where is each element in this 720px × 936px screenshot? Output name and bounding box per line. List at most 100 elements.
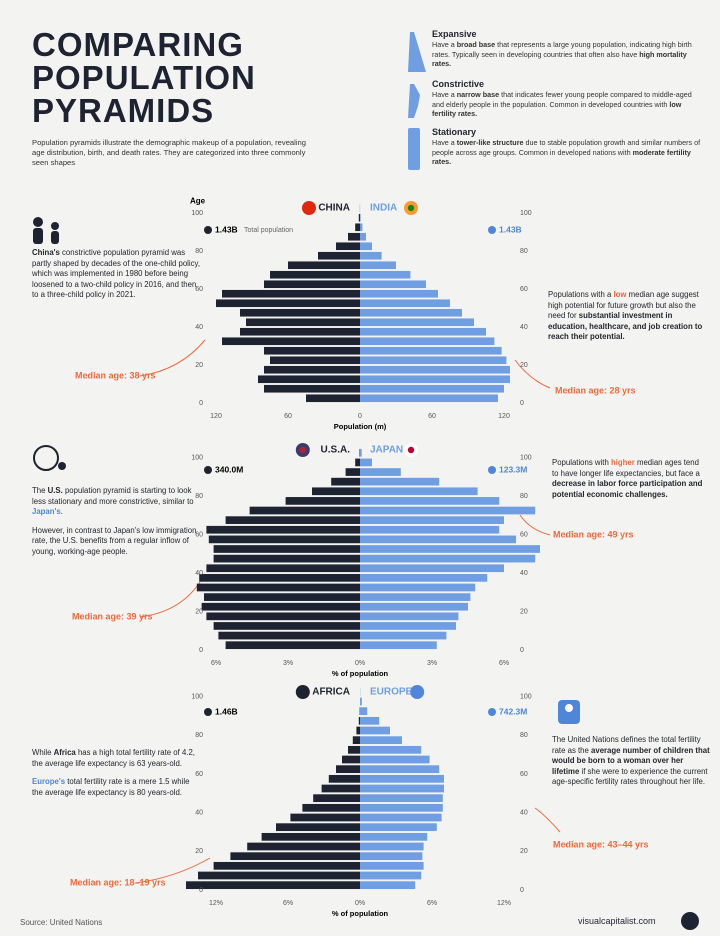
shape-name: Expansive xyxy=(432,29,477,39)
bar xyxy=(360,448,362,457)
y-tick-label: 60 xyxy=(520,531,528,538)
text-run: median age suggest high potential for fu… xyxy=(548,290,699,320)
y-tick-label: 60 xyxy=(195,286,203,293)
note: The United Nations defines the total fer… xyxy=(552,735,710,796)
family-icon xyxy=(51,222,59,230)
x-tick-label: 0% xyxy=(355,660,365,667)
bar xyxy=(213,622,360,630)
text-run: median ages tend to have longer life exp… xyxy=(552,458,700,478)
x-tick-label: 6% xyxy=(427,900,437,907)
text-run: that indicates fewer young people compar… xyxy=(432,90,692,109)
text-run: constrictive population pyramid was part… xyxy=(32,248,201,299)
y-tick-label: 60 xyxy=(520,286,528,293)
person-icon xyxy=(58,462,66,470)
text-run: has a high total fertility rate of 4.2, … xyxy=(32,748,195,768)
shape-entry: Constrictive Have a narrow base that ind… xyxy=(432,79,702,119)
text-run: broad base xyxy=(456,40,496,50)
bar xyxy=(360,881,416,890)
note: Populations with higher median ages tend… xyxy=(552,458,707,508)
median-age: Median age: 18–19 yrs xyxy=(70,877,166,887)
bar xyxy=(360,308,462,317)
paragraph: However, in contrast to Japan's low immi… xyxy=(32,526,197,558)
bar xyxy=(288,261,360,270)
text-run: . xyxy=(60,507,63,516)
bar xyxy=(336,242,360,251)
bar xyxy=(204,593,360,601)
bar xyxy=(328,774,360,783)
bar xyxy=(302,803,360,812)
family-icon xyxy=(33,228,43,244)
text-run: Europe's xyxy=(32,777,66,786)
y-tick-label: 0 xyxy=(199,647,203,654)
icons xyxy=(33,217,699,930)
text-run: Populations with a xyxy=(548,290,614,299)
text-run: higher xyxy=(610,458,635,467)
median-age: Median age: 49 yrs xyxy=(553,529,634,539)
x-tick-label: 120 xyxy=(210,413,222,420)
bar xyxy=(276,823,360,832)
median-age: Median age: 39 yrs xyxy=(72,611,153,621)
logo xyxy=(681,912,699,930)
x-tick-label: 12% xyxy=(497,900,511,907)
arrow xyxy=(519,514,551,536)
bar xyxy=(360,477,440,486)
y-tick-label: 40 xyxy=(520,570,528,577)
x-tick-label: 0% xyxy=(355,900,365,907)
paragraph: The U.S. population pyramid is starting … xyxy=(32,486,197,518)
bar xyxy=(258,375,360,384)
legend-label: U.S.A. xyxy=(321,445,351,456)
mother-icon xyxy=(565,704,573,712)
bar xyxy=(206,525,360,534)
bar xyxy=(360,497,500,505)
arrow xyxy=(139,339,206,377)
arrow xyxy=(534,807,561,833)
bar xyxy=(360,337,495,346)
y-tick-label: 20 xyxy=(520,362,528,369)
total: 340.0M xyxy=(215,464,243,474)
y-tick-label: 20 xyxy=(195,362,203,369)
bar xyxy=(352,736,360,745)
legend-label: EUROPE xyxy=(370,687,413,698)
bar xyxy=(360,583,476,592)
text-run: high mortality rates. xyxy=(432,49,687,69)
y-axis-title: Age xyxy=(190,197,206,206)
family-icon xyxy=(51,231,59,244)
y-tick-label: 20 xyxy=(520,848,528,855)
bar xyxy=(356,726,360,735)
bar xyxy=(264,280,360,289)
total: 1.43B xyxy=(499,224,522,234)
bar xyxy=(360,823,437,832)
bar xyxy=(360,745,422,754)
text-run: due to stable population growth and simi… xyxy=(432,138,701,157)
paragraph: Have a narrow base that indicates fewer … xyxy=(432,90,702,118)
y-tick-label: 100 xyxy=(520,454,532,461)
bar xyxy=(360,842,424,851)
bar xyxy=(360,327,486,336)
bar xyxy=(201,602,360,611)
bar xyxy=(360,384,504,393)
x-tick-label: 3% xyxy=(283,660,293,667)
flag xyxy=(302,201,316,215)
globe-icon xyxy=(33,445,59,471)
y-tick-label: 0 xyxy=(199,400,203,407)
bar xyxy=(360,318,474,327)
bar xyxy=(360,375,510,384)
text-run: Have a xyxy=(432,138,457,148)
text-run: that represents a large young population… xyxy=(432,40,692,59)
y-tick-label: 80 xyxy=(520,732,528,739)
bar xyxy=(290,813,360,822)
y-tick-label: 100 xyxy=(191,210,203,217)
total-icon xyxy=(488,226,496,234)
bar xyxy=(360,622,456,630)
shape-name: Constrictive xyxy=(432,79,485,89)
bar xyxy=(240,308,360,317)
bar xyxy=(360,602,468,611)
y-tick-label: 80 xyxy=(195,732,203,739)
y-tick-label: 0 xyxy=(520,887,524,894)
text-run: average number of children that would be… xyxy=(552,745,710,776)
legend-label: INDIA xyxy=(370,203,397,214)
bar xyxy=(264,384,360,393)
text-run: moderate fertility rates. xyxy=(432,147,691,167)
bar xyxy=(213,861,360,870)
total: 1.43B xyxy=(215,224,238,234)
